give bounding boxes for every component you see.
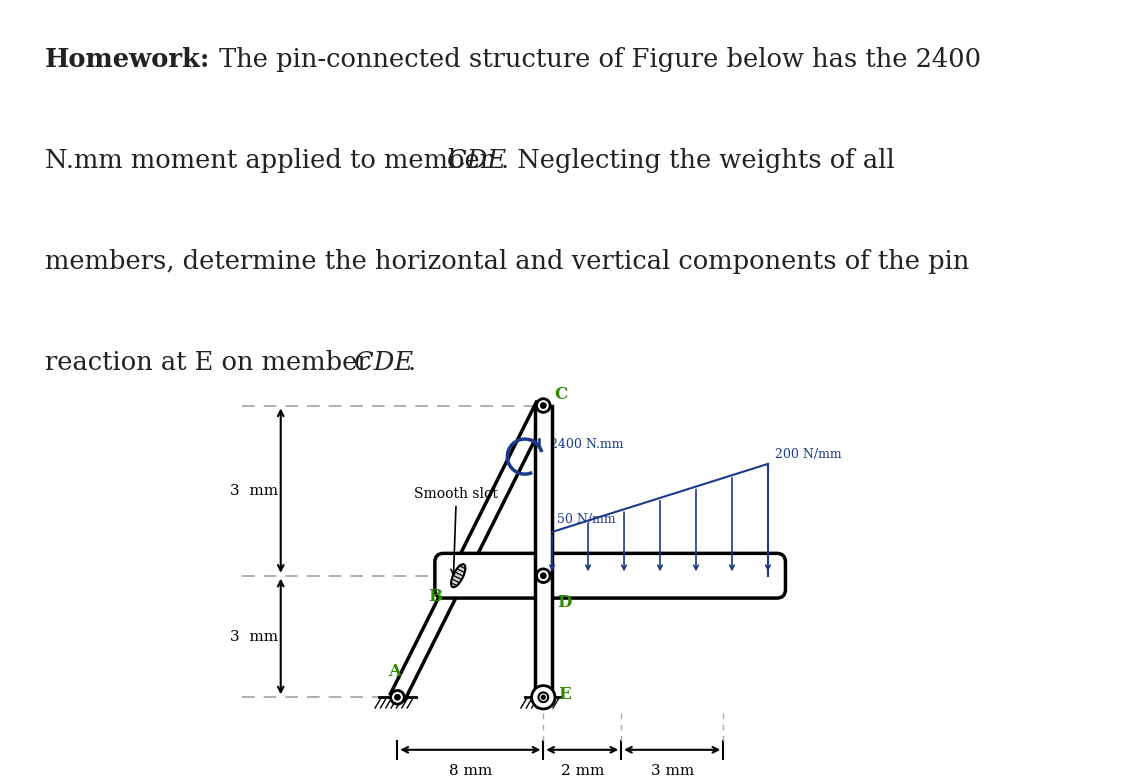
Text: 200 N/mm: 200 N/mm — [776, 448, 842, 461]
Text: Homework:: Homework: — [45, 47, 210, 72]
Circle shape — [542, 696, 545, 699]
Text: 3  mm: 3 mm — [230, 484, 278, 498]
Circle shape — [541, 403, 546, 408]
Text: C: C — [554, 386, 568, 403]
Text: 2 mm: 2 mm — [561, 764, 604, 778]
Text: The pin-connected structure of Figure below has the 2400: The pin-connected structure of Figure be… — [211, 47, 981, 72]
Text: 2400 N.mm: 2400 N.mm — [550, 438, 624, 451]
Circle shape — [536, 398, 550, 412]
Text: Smooth slot: Smooth slot — [415, 487, 498, 575]
Circle shape — [541, 573, 546, 578]
FancyBboxPatch shape — [435, 553, 786, 598]
Circle shape — [536, 569, 550, 583]
Text: D: D — [556, 594, 571, 612]
Text: 3 mm: 3 mm — [651, 764, 694, 778]
Text: reaction at E on member: reaction at E on member — [45, 350, 378, 375]
Ellipse shape — [451, 564, 465, 587]
Circle shape — [395, 695, 400, 700]
Text: members, determine the horizontal and vertical components of the pin: members, determine the horizontal and ve… — [45, 249, 969, 274]
Text: E: E — [558, 686, 571, 703]
Text: 8 mm: 8 mm — [448, 764, 492, 778]
Text: CDE: CDE — [447, 148, 507, 173]
Circle shape — [532, 685, 555, 709]
Text: CDE: CDE — [354, 350, 414, 375]
Polygon shape — [390, 402, 551, 701]
Text: A: A — [389, 664, 401, 680]
Text: . Neglecting the weights of all: . Neglecting the weights of all — [501, 148, 895, 173]
Text: 3  mm: 3 mm — [230, 629, 278, 643]
Text: B: B — [428, 588, 442, 605]
Text: .: . — [408, 350, 416, 375]
Circle shape — [538, 692, 549, 702]
Circle shape — [391, 691, 405, 704]
Text: 50 N/mm: 50 N/mm — [556, 513, 616, 526]
Polygon shape — [535, 405, 552, 697]
Text: N.mm moment applied to member: N.mm moment applied to member — [45, 148, 500, 173]
